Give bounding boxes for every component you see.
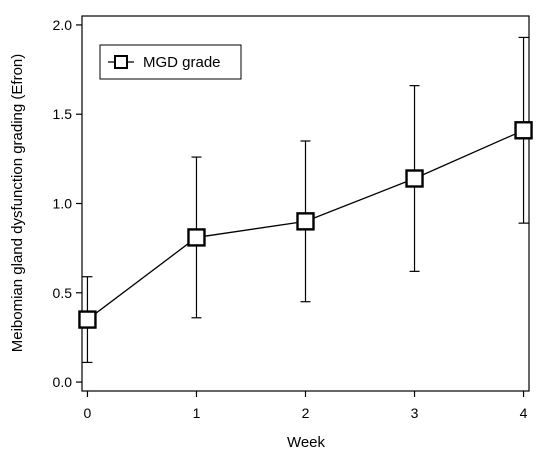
- y-tick-label-1: 0.5: [53, 285, 73, 301]
- legend: MGD grade: [99, 44, 242, 80]
- y-tick-label-2: 1.0: [53, 196, 73, 212]
- data-point-1: [187, 228, 206, 247]
- x-axis-label: Week: [287, 434, 326, 451]
- y-tick-label-3: 1.5: [53, 106, 73, 122]
- x-axis: 0 1 2 3 4: [84, 391, 528, 421]
- x-tick-label-1: 1: [193, 405, 201, 421]
- data-point-0: [78, 310, 97, 329]
- x-tick-label-0: 0: [84, 405, 92, 421]
- x-tick-label-3: 3: [411, 405, 419, 421]
- x-tick-label-4: 4: [520, 405, 528, 421]
- y-axis: 0.0 0.5 1.0 1.5 2.0: [53, 17, 82, 390]
- y-tick-label-4: 2.0: [53, 17, 73, 33]
- x-tick-label-2: 2: [302, 405, 310, 421]
- data-point-4: [514, 121, 533, 140]
- y-tick-label-0: 0.0: [53, 374, 73, 390]
- data-point-2: [296, 212, 315, 231]
- series-mgd-grade: [78, 36, 533, 364]
- legend-marker-symbol: [114, 55, 128, 69]
- y-axis-label: Meibomian gland dysfunction grading (Efr…: [9, 54, 26, 353]
- legend-label: MGD grade: [143, 54, 221, 71]
- legend-box: [99, 44, 242, 80]
- data-point-3: [405, 169, 424, 188]
